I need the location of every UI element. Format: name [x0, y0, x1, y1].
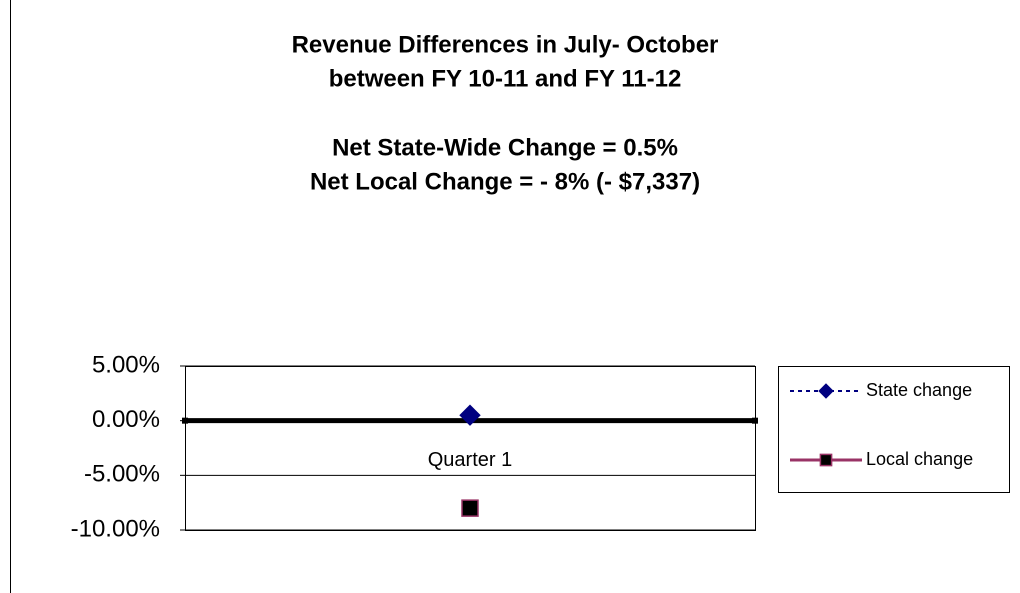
x-tick-mark [752, 417, 758, 424]
chart-title: Net Local Change = - 8% (- $7,337) [310, 168, 700, 195]
chart-title: Net State-Wide Change = 0.5% [332, 134, 678, 161]
chart-title: between FY 10-11 and FY 11-12 [329, 65, 682, 92]
legend-marker [818, 383, 834, 399]
data-point [461, 499, 479, 517]
y-tick-label: 5.00% [92, 351, 160, 378]
y-tick-label: 0.00% [92, 406, 160, 433]
data-point [459, 404, 481, 426]
legend-box [778, 366, 1010, 493]
x-tick-mark [182, 417, 188, 424]
legend-marker [819, 453, 833, 467]
y-tick-label: -10.00% [71, 515, 160, 542]
chart-title: Revenue Differences in July- October [292, 31, 719, 58]
y-tick-label: -5.00% [84, 461, 160, 488]
legend-label: State change [866, 380, 972, 400]
legend-label: Local change [866, 449, 973, 469]
x-tick-label: Quarter 1 [428, 449, 512, 471]
